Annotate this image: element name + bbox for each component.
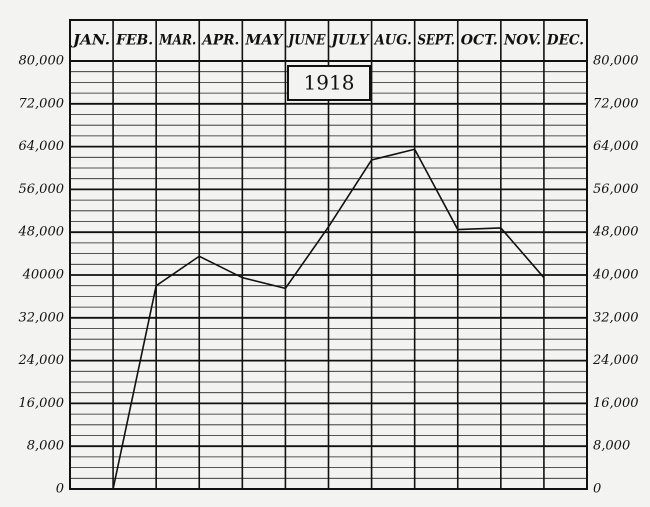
title-box [287, 65, 371, 101]
x-tick-label: MAY [244, 33, 284, 49]
y-tick-label: 16,000 [19, 396, 65, 411]
y-tick-label: 8,000 [27, 439, 64, 454]
x-tick-label: NOV. [503, 33, 541, 49]
y2-tick-label: 40,000 [592, 268, 639, 283]
x-tick-label: JUNE [286, 33, 326, 49]
x-tick-label: MAR. [158, 33, 196, 49]
line [112, 148, 545, 490]
y-tick-label: 72,000 [19, 96, 65, 111]
x-tick-label: JULY [329, 33, 371, 49]
chart-title: 1918 [304, 71, 355, 95]
y2-tick-label: 0 [593, 482, 601, 497]
x-tick-label: JAN. [70, 33, 110, 49]
y-tick-label: 32,000 [19, 310, 65, 325]
y-tick-label: 0 [56, 482, 64, 497]
y-tick-label: 24,000 [18, 353, 65, 368]
y-tick-label: 64,000 [19, 139, 65, 154]
y2-tick-label: 80,000 [593, 54, 639, 69]
y2-tick-label: 56,000 [593, 182, 639, 197]
y2-tick-label: 32,000 [593, 310, 639, 325]
x-tick-label: APR. [200, 33, 239, 49]
y2-tick-label: 64,000 [593, 139, 639, 154]
y2-tick-label: 48,000 [592, 225, 639, 240]
y-tick-label: 40000 [22, 268, 64, 283]
x-tick-label: DEC. [546, 33, 584, 49]
y-tick-label: 56,000 [19, 182, 65, 197]
y2-tick-label: 72,000 [593, 96, 639, 111]
y2-tick-label: 16,000 [593, 396, 639, 411]
x-tick-label: AUG. [373, 33, 412, 49]
x-tick-label: FEB. [115, 33, 153, 49]
x-tick-label: OCT. [461, 33, 498, 49]
x-tick-label: SEPT. [418, 33, 455, 49]
y-tick-label: 48,000 [18, 225, 65, 240]
y-tick-label: 80,000 [19, 54, 65, 69]
y2-tick-label: 24,000 [592, 353, 639, 368]
y2-tick-label: 8,000 [593, 439, 630, 454]
